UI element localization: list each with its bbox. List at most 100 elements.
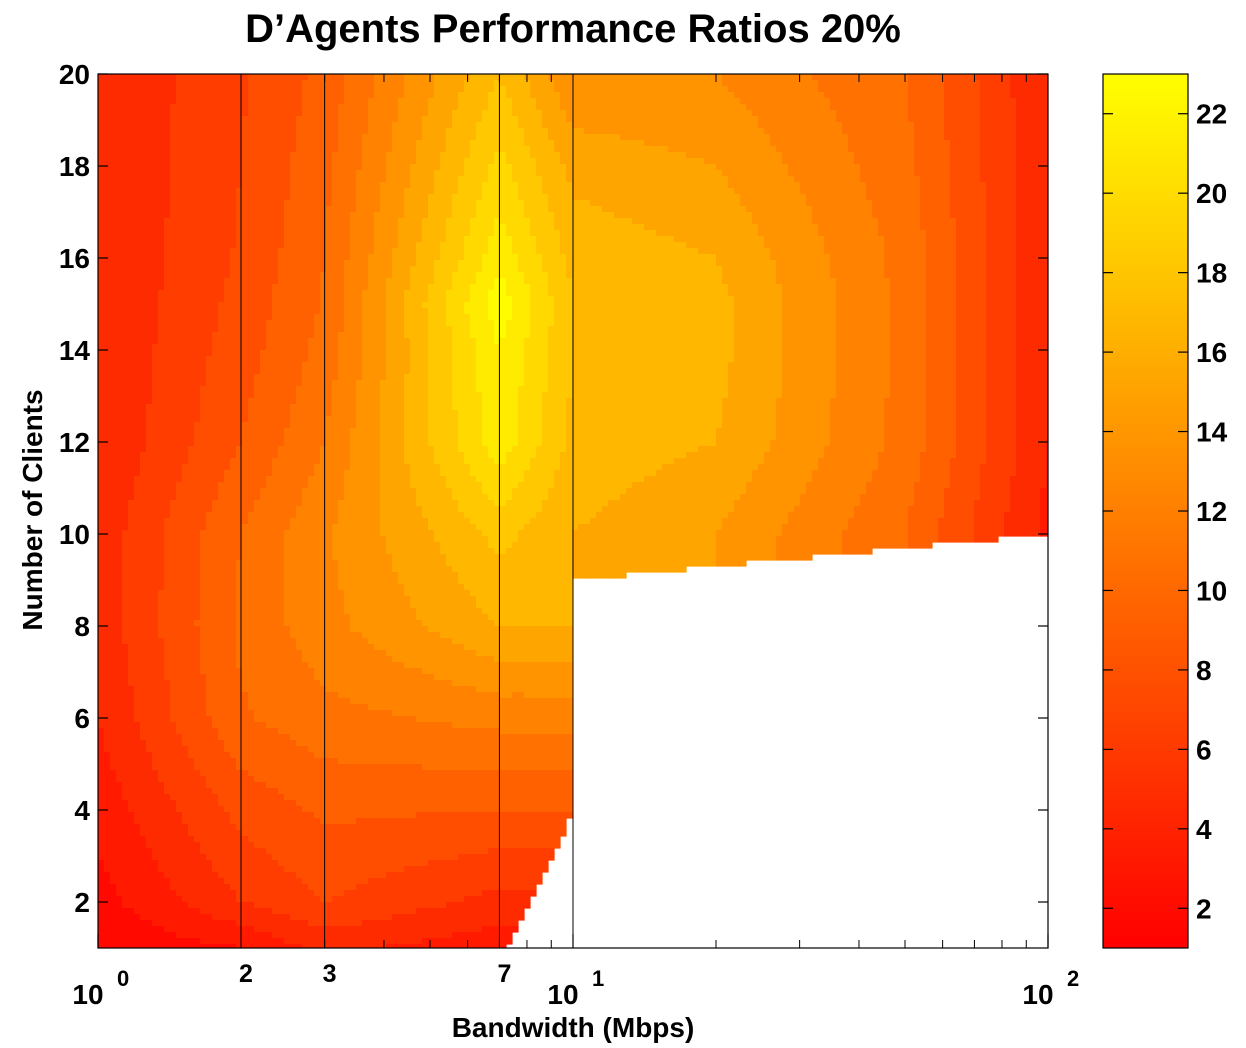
- contour-cell: [140, 680, 147, 687]
- contour-cell: [176, 116, 183, 123]
- contour-cell: [212, 866, 219, 873]
- contour-cell: [290, 206, 297, 213]
- contour-cell: [182, 836, 189, 843]
- contour-cell: [278, 122, 285, 129]
- contour-cell: [206, 104, 213, 111]
- contour-cell: [302, 236, 309, 243]
- contour-cell: [248, 764, 255, 771]
- contour-cell: [164, 902, 171, 909]
- contour-cell: [296, 248, 303, 255]
- contour-cell: [176, 380, 183, 387]
- contour-cell: [290, 464, 297, 471]
- contour-cell: [296, 140, 303, 147]
- contour-cell: [206, 632, 213, 639]
- contour-cell: [104, 536, 111, 543]
- contour-cell: [272, 296, 279, 303]
- contour-cell: [116, 290, 123, 297]
- contour-cell: [242, 194, 249, 201]
- contour-cell: [218, 116, 225, 123]
- contour-cell: [110, 134, 117, 141]
- contour-cell: [254, 476, 261, 483]
- contour-cell: [128, 128, 135, 135]
- contour-cell: [302, 218, 309, 225]
- contour-cell: [182, 566, 189, 573]
- contour-cell: [266, 896, 273, 903]
- contour-cell: [236, 92, 243, 99]
- contour-cell: [266, 530, 273, 537]
- contour-cell: [134, 710, 141, 717]
- contour-cell: [140, 98, 147, 105]
- contour-cell: [146, 104, 153, 111]
- contour-cell: [254, 794, 261, 801]
- contour-cell: [116, 788, 123, 795]
- contour-cell: [152, 722, 159, 729]
- contour-cell: [170, 716, 177, 723]
- contour-cell: [266, 932, 273, 939]
- contour-cell: [236, 656, 243, 663]
- contour-cell: [296, 284, 303, 291]
- contour-cell: [104, 308, 111, 315]
- contour-cell: [170, 452, 177, 459]
- contour-cell: [116, 824, 123, 831]
- contour-cell: [152, 368, 159, 375]
- contour-cell: [212, 698, 219, 705]
- contour-cell: [188, 350, 195, 357]
- contour-cell: [140, 842, 147, 849]
- contour-cell: [122, 170, 129, 177]
- contour-cell: [116, 668, 123, 675]
- contour-cell: [158, 554, 165, 561]
- contour-cell: [260, 830, 267, 837]
- contour-cell: [248, 902, 255, 909]
- contour-cell: [170, 320, 177, 327]
- contour-cell: [254, 278, 261, 285]
- contour-cell: [176, 824, 183, 831]
- contour-cell: [266, 374, 273, 381]
- contour-cell: [242, 380, 249, 387]
- contour-cell: [236, 368, 243, 375]
- contour-cell: [290, 86, 297, 93]
- contour-cell: [140, 812, 147, 819]
- contour-cell: [176, 338, 183, 345]
- contour-cell: [254, 740, 261, 747]
- contour-cell: [176, 896, 183, 903]
- contour-cell: [152, 560, 159, 567]
- contour-cell: [248, 578, 255, 585]
- contour-cell: [230, 176, 237, 183]
- contour-cell: [260, 464, 267, 471]
- contour-cell: [200, 386, 207, 393]
- contour-cell: [266, 926, 273, 933]
- contour-cell: [200, 482, 207, 489]
- contour-cell: [134, 188, 141, 195]
- contour-cell: [218, 452, 225, 459]
- contour-cell: [230, 170, 237, 177]
- contour-cell: [206, 926, 213, 933]
- contour-cell: [158, 140, 165, 147]
- contour-cell: [200, 596, 207, 603]
- contour-cell: [158, 92, 165, 99]
- contour-cell: [242, 272, 249, 279]
- contour-cell: [266, 182, 273, 189]
- contour-cell: [212, 518, 219, 525]
- contour-cell: [212, 344, 219, 351]
- contour-cell: [200, 488, 207, 495]
- contour-cell: [188, 386, 195, 393]
- contour-cell: [278, 140, 285, 147]
- contour-cell: [278, 566, 285, 573]
- contour-cell: [98, 698, 105, 705]
- contour-cell: [218, 482, 225, 489]
- contour-cell: [242, 110, 249, 117]
- contour-cell: [164, 512, 171, 519]
- contour-cell: [140, 212, 147, 219]
- contour-cell: [230, 884, 237, 891]
- contour-cell: [122, 524, 129, 531]
- contour-cell: [188, 896, 195, 903]
- contour-cell: [212, 428, 219, 435]
- contour-cell: [152, 332, 159, 339]
- contour-cell: [296, 212, 303, 219]
- contour-cell: [296, 806, 303, 813]
- contour-cell: [122, 206, 129, 213]
- contour-cell: [254, 362, 261, 369]
- contour-cell: [272, 368, 279, 375]
- contour-cell: [140, 782, 147, 789]
- contour-cell: [242, 464, 249, 471]
